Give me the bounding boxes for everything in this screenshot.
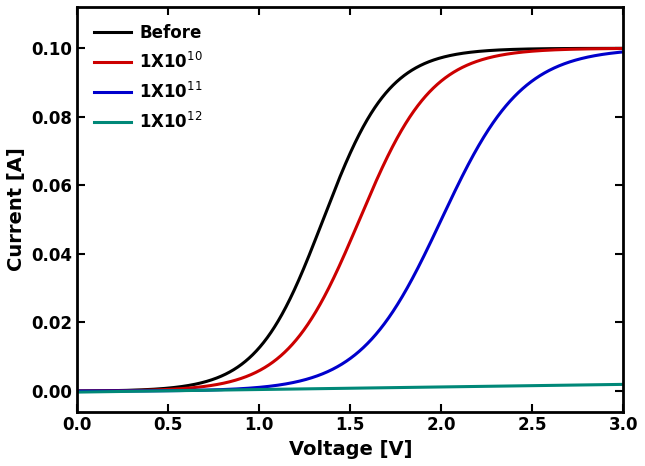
Legend: Before, 1X10$^{10}$, 1X10$^{11}$, 1X10$^{12}$: Before, 1X10$^{10}$, 1X10$^{11}$, 1X10$^…: [86, 15, 211, 140]
1X10$^{10}$: [74, 388, 81, 394]
1X10$^{10}$: [609, 46, 617, 51]
Before: [619, 46, 627, 51]
Line: 1X10$^{12}$: 1X10$^{12}$: [77, 384, 623, 392]
Line: Before: Before: [77, 48, 623, 391]
1X10$^{10}$: [550, 47, 558, 53]
1X10$^{12}$: [550, 383, 558, 388]
Before: [135, 387, 143, 393]
1X10$^{12}$: [609, 382, 617, 387]
1X10$^{11}$: [135, 388, 143, 394]
1X10$^{12}$: [619, 382, 627, 387]
1X10$^{11}$: [609, 50, 617, 56]
Line: 1X10$^{11}$: 1X10$^{11}$: [77, 52, 623, 391]
1X10$^{10}$: [306, 318, 314, 323]
Line: 1X10$^{10}$: 1X10$^{10}$: [77, 48, 623, 391]
Before: [283, 303, 291, 308]
1X10$^{11}$: [306, 375, 314, 381]
1X10$^{11}$: [74, 388, 81, 394]
Before: [609, 46, 617, 51]
Y-axis label: Current [A]: Current [A]: [7, 147, 26, 271]
Before: [306, 249, 314, 255]
Before: [168, 385, 176, 391]
X-axis label: Voltage [V]: Voltage [V]: [288, 440, 412, 459]
1X10$^{10}$: [283, 348, 291, 353]
1X10$^{12}$: [74, 389, 81, 395]
1X10$^{11}$: [619, 49, 627, 55]
Before: [74, 388, 81, 394]
1X10$^{11}$: [550, 65, 558, 71]
1X10$^{10}$: [168, 386, 176, 392]
1X10$^{12}$: [283, 386, 291, 392]
1X10$^{12}$: [168, 388, 176, 394]
1X10$^{12}$: [135, 389, 143, 394]
1X10$^{10}$: [619, 46, 627, 51]
1X10$^{11}$: [283, 381, 291, 387]
1X10$^{12}$: [306, 386, 314, 391]
1X10$^{10}$: [135, 388, 143, 393]
1X10$^{11}$: [168, 388, 176, 393]
Before: [550, 46, 558, 51]
